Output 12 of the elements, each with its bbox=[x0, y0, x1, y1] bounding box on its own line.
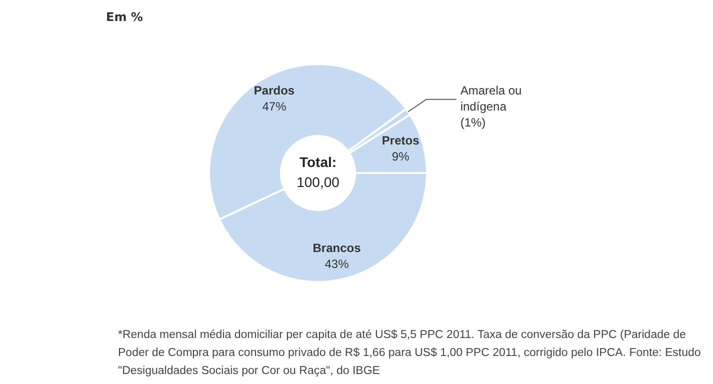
text: Total: bbox=[299, 154, 337, 170]
data-label: 43% bbox=[324, 257, 350, 272]
text: *Renda mensal média domiciliar per capita de até US$ 5,5 PPC 2011. Taxa de conversão da PPC (Paridade de Poder de Compra para consumo privado de R$ 1,66 para US$ 1,00 PPC 2011, corrigido pelo IPCA. Fonte: Estudo "Desigualdades Sociais por Cor ou Raça", do IBGE bbox=[118, 328, 702, 379]
chart-title: Em % bbox=[106, 10, 143, 24]
data-label: (1%) bbox=[460, 116, 486, 130]
slice-label: Pardos bbox=[254, 83, 295, 98]
slice-label: Pretos bbox=[382, 133, 420, 148]
slice-label: Amarela ou indígena bbox=[460, 84, 522, 114]
data-label: 47% bbox=[262, 99, 287, 114]
slice-label: Brancos bbox=[312, 241, 362, 256]
text: 100,00 bbox=[296, 174, 340, 190]
data-label: 9% bbox=[392, 149, 410, 164]
